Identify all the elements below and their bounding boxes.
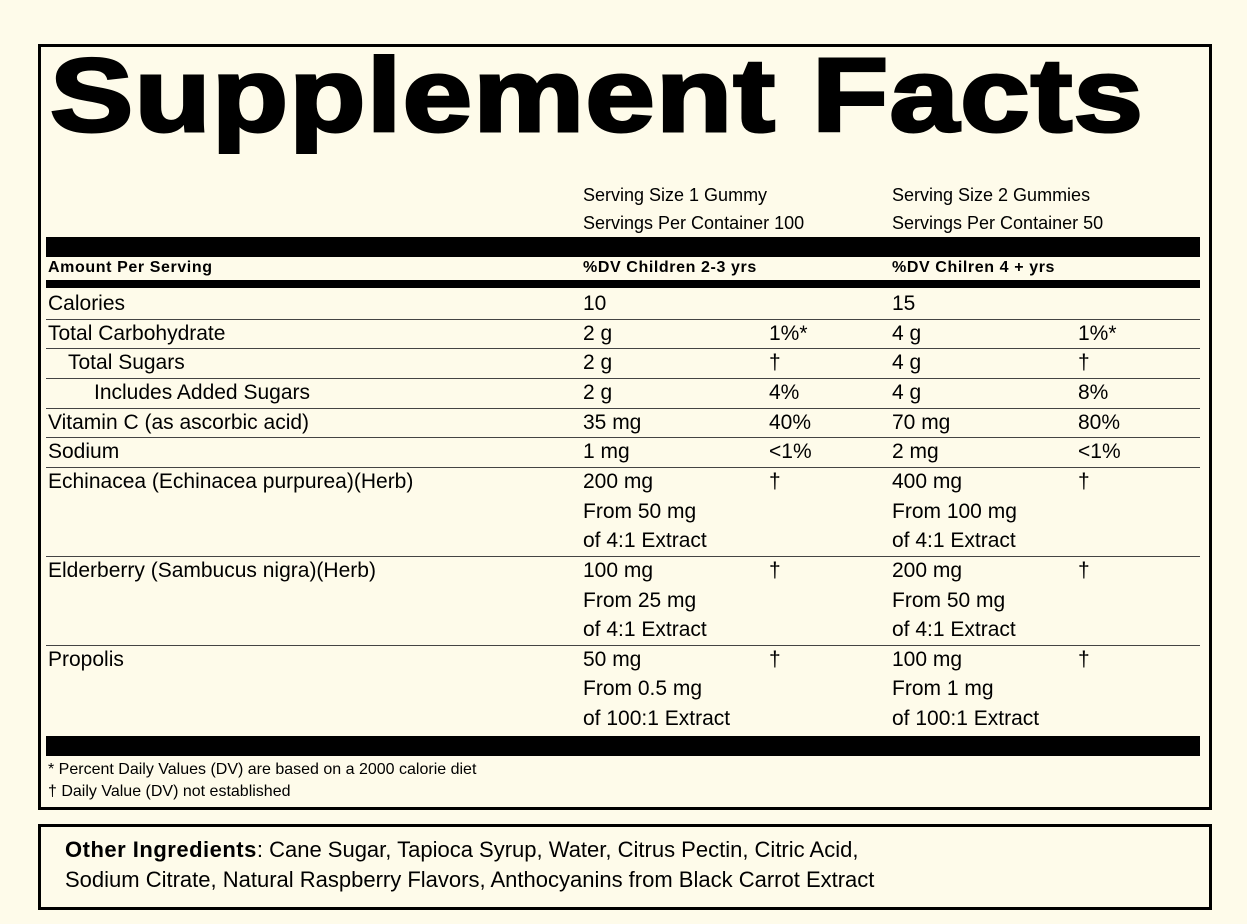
amount: of 100:1 Extract [892, 707, 1040, 731]
thick-bar [46, 237, 1200, 257]
amount: From 50 mg [892, 588, 1006, 612]
thick-bar [46, 736, 1200, 756]
amount: 2 g [583, 321, 613, 345]
row-separator [46, 319, 1200, 320]
row-separator [46, 645, 1200, 646]
ingredients-text: Sodium Citrate, Natural Raspberry Flavor… [65, 867, 875, 892]
dv-header: %DV Children 2-3 yrs [583, 259, 757, 276]
amount: 400 mg [892, 469, 963, 493]
row-separator [46, 556, 1200, 557]
daily-value: † [769, 558, 781, 582]
daily-value: † [1078, 351, 1090, 375]
row-separator [46, 467, 1200, 468]
ingredients-label: Other Ingredients [65, 837, 257, 862]
daily-value: † [769, 469, 781, 493]
ingredients-line: Other Ingredients: Cane Sugar, Tapioca S… [65, 835, 858, 865]
daily-value: <1% [1078, 440, 1121, 464]
daily-value: 40% [769, 410, 812, 434]
amount: From 100 mg [892, 499, 1017, 523]
amount: 2 g [583, 380, 613, 404]
amount: From 1 mg [892, 677, 994, 701]
daily-value: † [1078, 647, 1090, 671]
serving-size: Serving Size 1 Gummy [583, 185, 768, 205]
amount: From 50 mg [583, 499, 697, 523]
amount: 1 mg [583, 440, 630, 464]
dv-header: %DV Chilren 4 + yrs [892, 259, 1056, 276]
daily-value: † [1078, 558, 1090, 582]
daily-value: 8% [1078, 380, 1109, 404]
nutrient-name: Propolis [48, 647, 124, 671]
amount: 2 mg [892, 440, 939, 464]
amount: of 100:1 Extract [583, 707, 731, 731]
amount: 50 mg [583, 647, 642, 671]
daily-value: 80% [1078, 410, 1121, 434]
nutrient-name: Sodium [48, 440, 120, 464]
ingredients-panel [38, 824, 1212, 910]
daily-value: † [769, 647, 781, 671]
footnote: * Percent Daily Values (DV) are based on… [48, 761, 477, 778]
amount: 4 g [892, 380, 922, 404]
nutrient-name: Vitamin C (as ascorbic acid) [48, 410, 310, 434]
amount: 4 g [892, 351, 922, 375]
amount: 2 g [583, 351, 613, 375]
nutrient-name: Elderberry (Sambucus nigra)(Herb) [48, 558, 376, 582]
nutrient-name: Includes Added Sugars [94, 380, 310, 404]
amount: of 4:1 Extract [583, 529, 707, 553]
title: Supplement Facts [48, 38, 1145, 154]
serving-size: Serving Size 2 Gummies [892, 185, 1091, 205]
amount: 4 g [892, 321, 922, 345]
amount: 15 [892, 292, 916, 315]
amount: 100 mg [892, 647, 963, 671]
servings-per-container: Servings Per Container 100 [583, 213, 805, 233]
daily-value: † [769, 351, 781, 375]
amount: of 4:1 Extract [892, 618, 1016, 642]
daily-value: 1%* [1078, 321, 1117, 345]
nutrient-name: Echinacea (Echinacea purpurea)(Herb) [48, 469, 414, 493]
row-separator [46, 348, 1200, 349]
servings-per-container: Servings Per Container 50 [892, 213, 1104, 233]
amount: 35 mg [583, 410, 642, 434]
ingredients-text: : Cane Sugar, Tapioca Syrup, Water, Citr… [256, 837, 859, 862]
amount: 100 mg [583, 558, 654, 582]
amount: of 4:1 Extract [583, 618, 707, 642]
amount: From 25 mg [583, 588, 697, 612]
nutrient-name: Total Carbohydrate [48, 321, 226, 345]
amount: 70 mg [892, 410, 951, 434]
amount: 10 [583, 292, 607, 315]
nutrient-name: Total Sugars [68, 351, 185, 375]
medium-bar [46, 280, 1200, 288]
daily-value: 4% [769, 380, 800, 404]
amount: of 4:1 Extract [892, 529, 1016, 553]
footnote: † Daily Value (DV) not established [48, 783, 291, 800]
daily-value: 1%* [769, 321, 808, 345]
amount-header: Amount Per Serving [48, 259, 213, 276]
row-separator [46, 378, 1200, 379]
row-separator [46, 408, 1200, 409]
facts-panel [38, 44, 1212, 810]
nutrient-name: Calories [48, 292, 126, 315]
amount: 200 mg [583, 469, 654, 493]
daily-value: <1% [769, 440, 812, 464]
row-separator [46, 437, 1200, 438]
amount: From 0.5 mg [583, 677, 703, 701]
amount: 200 mg [892, 558, 963, 582]
daily-value: † [1078, 469, 1090, 493]
